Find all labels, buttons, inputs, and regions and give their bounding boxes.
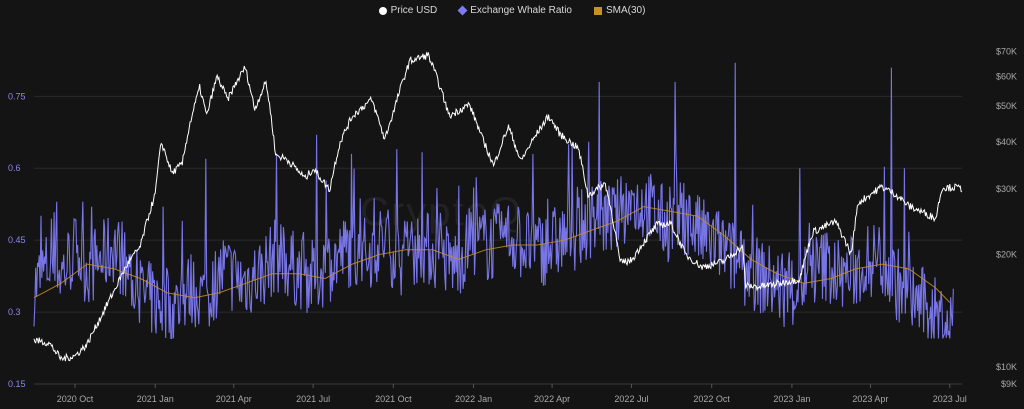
line-price	[33, 51, 963, 362]
x-tick-label: 2023 Jan	[773, 394, 810, 404]
y-right-tick-label: $70K	[996, 47, 1017, 57]
y-left-tick-label: 0.15	[8, 379, 26, 389]
y-left-tick-label: 0.45	[8, 235, 26, 245]
line-sma	[33, 206, 951, 303]
legend-swatch-sma	[593, 6, 602, 15]
x-tick-label: 2021 Apr	[216, 394, 252, 404]
x-tick-label: 2022 Jan	[455, 394, 492, 404]
x-tick-label: 2022 Apr	[534, 394, 570, 404]
line-whale-ratio	[33, 62, 954, 340]
y-right-tick-label: $40K	[996, 137, 1017, 147]
x-tick-label: 2021 Jul	[296, 394, 330, 404]
y-right-tick-label: $9K	[1001, 379, 1017, 389]
legend-label-price: Price USD	[390, 5, 438, 16]
legend-item-whale-ratio[interactable]: Exchange Whale Ratio	[457, 5, 572, 16]
axes: 0.15 0.3 0.45 0.6 0.75 $9K $10K $20K $30K $40K $50…	[8, 47, 1017, 404]
y-left-tick-label: 0.3	[8, 307, 21, 317]
y-right-tick-label: $20K	[996, 250, 1017, 260]
legend-label-whale-ratio: Exchange Whale Ratio	[470, 5, 572, 16]
x-tick-label: 2021 Oct	[375, 394, 412, 404]
x-tick-label: 2023 Jul	[933, 394, 967, 404]
y-left-tick-label: 0.6	[8, 163, 21, 173]
legend-swatch-price	[378, 6, 387, 15]
series-whale-ratio	[33, 62, 954, 340]
y-right-tick-label: $50K	[996, 101, 1017, 111]
y-right-tick-label: $30K	[996, 184, 1017, 194]
x-tick-label: 2022 Oct	[693, 394, 730, 404]
y-right-tick-label: $60K	[996, 72, 1017, 82]
legend-item-sma[interactable]: SMA(30)	[593, 5, 646, 16]
x-tick-label: 2020 Oct	[57, 394, 94, 404]
legend-item-price[interactable]: Price USD	[378, 5, 438, 16]
legend-label-sma: SMA(30)	[605, 5, 646, 16]
chart-legend: Price USD Exchange Whale Ratio SMA(30)	[0, 5, 1024, 16]
y-right-tick-label: $10K	[996, 362, 1017, 372]
x-tick-label: 2022 Jul	[614, 394, 648, 404]
x-tick-label: 2021 Jan	[137, 394, 174, 404]
y-left-tick-label: 0.75	[8, 91, 26, 101]
series-sma	[33, 206, 951, 303]
series-price	[33, 51, 963, 362]
x-tick-label: 2023 Apr	[852, 394, 888, 404]
